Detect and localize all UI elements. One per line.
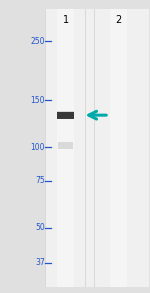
Bar — [45, 9, 148, 287]
Bar — [57, 113, 74, 118]
Text: 75: 75 — [35, 176, 45, 185]
Text: 250: 250 — [30, 37, 45, 45]
Bar — [57, 112, 74, 119]
Bar — [57, 112, 74, 119]
Bar — [57, 113, 74, 118]
Text: 2: 2 — [116, 15, 122, 25]
Bar — [57, 112, 74, 119]
Text: 50: 50 — [35, 223, 45, 232]
Text: 150: 150 — [30, 96, 45, 105]
Bar — [110, 9, 127, 287]
Bar — [58, 142, 73, 149]
Text: 37: 37 — [35, 258, 45, 267]
Bar — [57, 9, 74, 287]
Text: 100: 100 — [30, 143, 45, 152]
Text: 1: 1 — [63, 15, 69, 25]
Bar — [57, 111, 74, 119]
